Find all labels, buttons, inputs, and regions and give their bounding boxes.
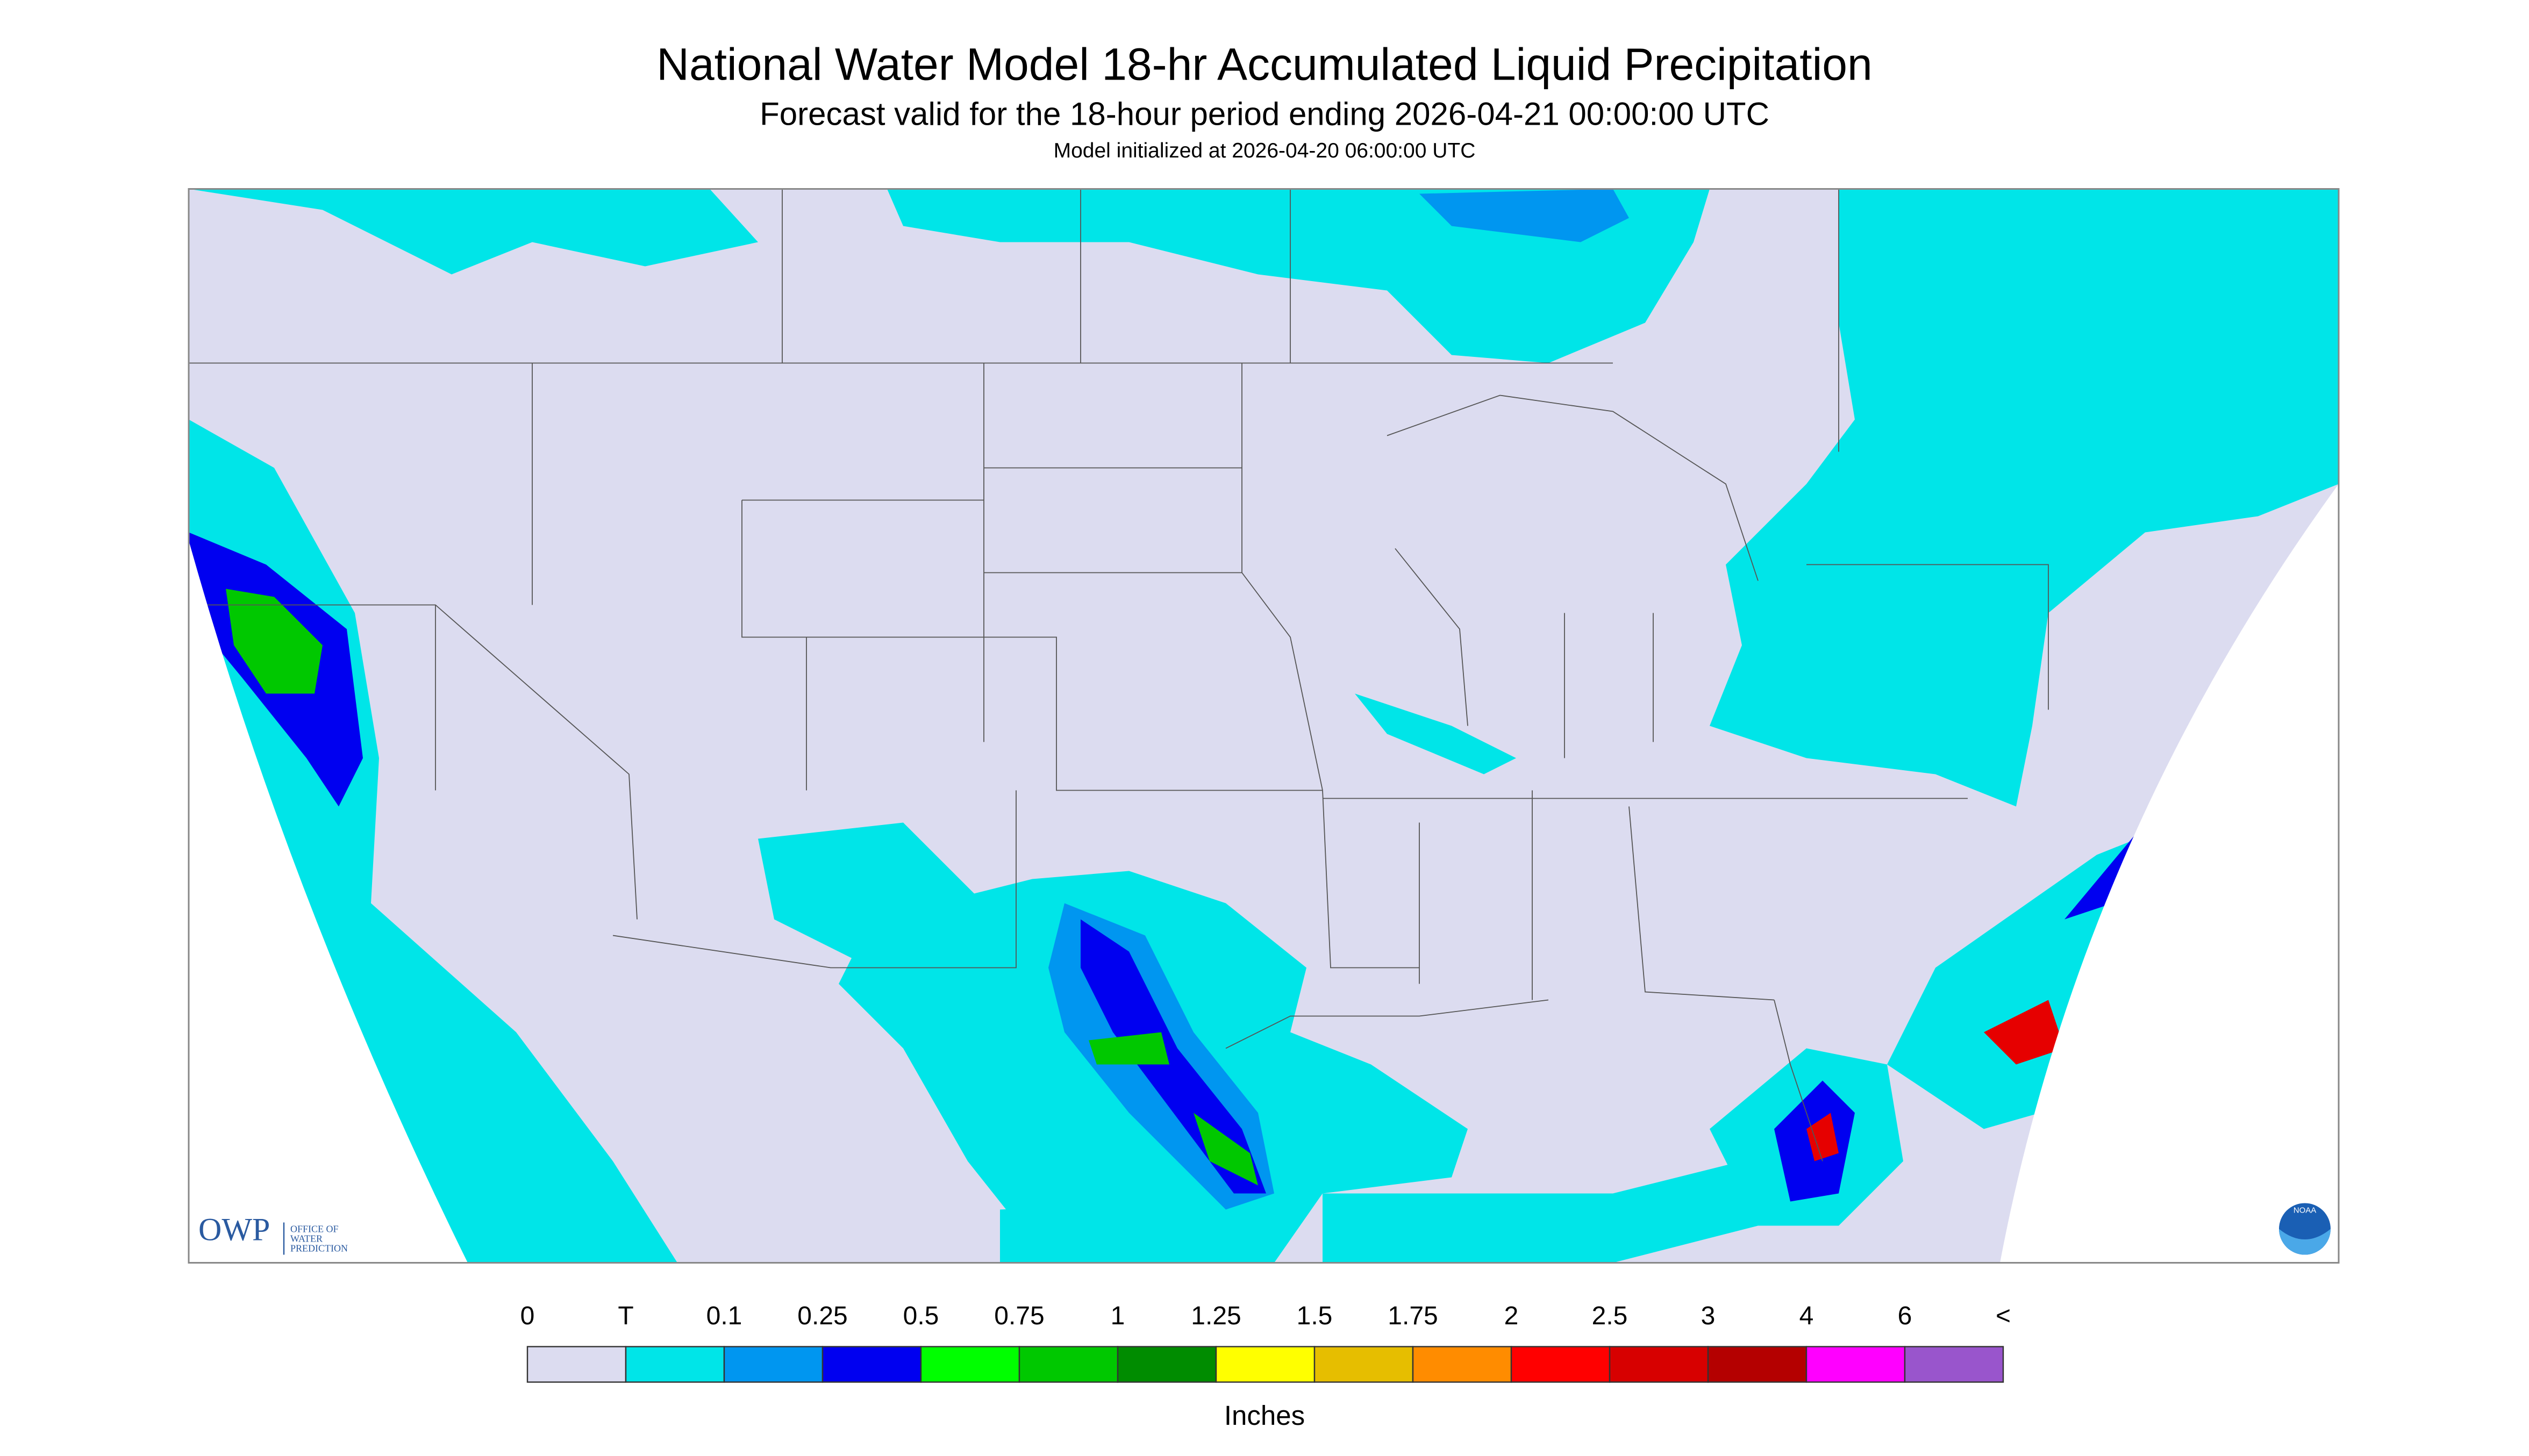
outside-domain [2000, 484, 2339, 1263]
legend-label: 0.25 [797, 1302, 847, 1330]
legend-swatch [1510, 1346, 1611, 1383]
legend-label: < [1996, 1302, 2011, 1330]
legend-swatch [1018, 1346, 1119, 1383]
map-frame [188, 188, 2340, 1264]
owp-office: OFFICE OF [290, 1224, 339, 1235]
borders [189, 189, 2049, 1161]
legend-label: 1 [1111, 1302, 1125, 1330]
legend-label: 1.5 [1297, 1302, 1333, 1330]
legend-label: 2 [1504, 1302, 1519, 1330]
legend-swatch [920, 1346, 1020, 1383]
noaa-logo-wave [2279, 1229, 2331, 1255]
legend-swatch [1707, 1346, 1808, 1383]
legend-swatch [1215, 1346, 1316, 1383]
legend-swatch [1805, 1346, 1906, 1383]
legend-swatch [723, 1346, 824, 1383]
map: OWP OFFICE OF WATER PREDICTION NOAA [188, 188, 2340, 1264]
legend-label: 4 [1799, 1302, 1814, 1330]
init-time: Model initialized at 2026-04-20 06:00:00… [1054, 139, 1476, 162]
legend-swatch [526, 1346, 627, 1383]
owp-office: WATER [290, 1233, 323, 1244]
legend-label: 2.5 [1592, 1302, 1628, 1330]
legend-swatch [1412, 1346, 1512, 1383]
legend-label: 1.75 [1388, 1302, 1438, 1330]
legend-label: 0.75 [994, 1302, 1044, 1330]
owp-logo: OWP [198, 1212, 270, 1247]
legend-label: T [618, 1302, 633, 1330]
title: National Water Model 18-hr Accumulated L… [656, 39, 1872, 90]
legend-swatch [1313, 1346, 1414, 1383]
legend-swatch [1904, 1346, 2004, 1383]
legend-swatch [1609, 1346, 1709, 1383]
legend-label: 0.1 [706, 1302, 742, 1330]
legend-label: 3 [1701, 1302, 1716, 1330]
legend: 0 T 0.1 0.25 0.5 0.75 1 1.25 1.5 1.75 2 2.5 3 4 6 < [520, 1302, 2011, 1383]
owp-office: PREDICTION [290, 1243, 348, 1254]
outside-domain [189, 540, 468, 1263]
legend-label: 0 [520, 1302, 535, 1330]
precip-areas [189, 189, 2339, 1263]
legend-swatch [821, 1346, 922, 1383]
legend-swatch [1117, 1346, 1217, 1383]
subtitle: Forecast valid for the 18-hour period en… [760, 96, 1769, 132]
noaa-text: NOAA [2294, 1206, 2317, 1215]
legend-label: 1.25 [1191, 1302, 1241, 1330]
legend-swatch [625, 1346, 725, 1383]
legend-label: 0.5 [903, 1302, 939, 1330]
legend-unit: Inches [1224, 1400, 1305, 1431]
legend-label: 6 [1898, 1302, 1912, 1330]
